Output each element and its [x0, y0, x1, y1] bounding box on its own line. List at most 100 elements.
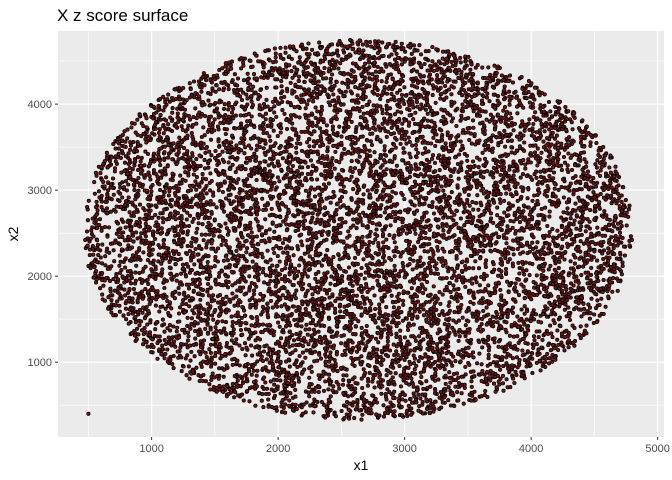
data-point: [163, 351, 168, 356]
data-point: [434, 267, 439, 272]
data-point: [397, 363, 402, 369]
data-point: [384, 134, 389, 139]
data-point: [120, 180, 125, 185]
data-point: [334, 352, 339, 357]
data-point: [447, 280, 452, 286]
data-point: [435, 346, 440, 351]
data-point: [285, 211, 290, 216]
data-point: [100, 261, 105, 266]
data-point: [608, 241, 613, 247]
data-point: [361, 257, 366, 262]
data-point: [220, 149, 225, 154]
data-point: [462, 232, 467, 237]
data-point: [332, 357, 337, 363]
data-point: [417, 277, 422, 282]
data-point: [502, 87, 507, 93]
data-point: [371, 103, 376, 108]
data-point: [232, 147, 237, 152]
data-point: [223, 61, 228, 66]
data-point: [268, 354, 274, 359]
data-point: [361, 192, 366, 197]
data-point: [319, 399, 324, 405]
data-point: [141, 305, 146, 310]
data-point: [128, 143, 133, 148]
data-point: [109, 197, 114, 202]
data-point: [361, 336, 366, 341]
data-point: [279, 84, 284, 89]
data-point: [323, 359, 328, 364]
data-point: [208, 342, 214, 347]
data-point: [347, 319, 353, 324]
data-point: [394, 163, 399, 168]
data-point: [579, 273, 584, 278]
data-point: [553, 243, 558, 248]
data-point: [507, 187, 512, 192]
data-point: [187, 117, 193, 122]
data-point: [437, 406, 442, 412]
data-point: [282, 342, 287, 347]
data-point: [568, 259, 573, 264]
data-point: [594, 271, 599, 276]
data-point: [432, 63, 437, 68]
data-point: [477, 283, 482, 288]
data-point: [290, 246, 295, 251]
data-point: [434, 132, 439, 137]
data-point: [308, 158, 314, 163]
data-point: [532, 150, 538, 155]
data-point: [351, 69, 356, 74]
data-point: [111, 192, 116, 197]
data-point: [601, 145, 606, 150]
data-point: [395, 109, 400, 114]
data-point: [85, 243, 90, 248]
data-point: [458, 55, 463, 60]
data-point: [495, 213, 500, 218]
data-point: [538, 174, 544, 179]
data-point: [192, 354, 197, 359]
data-point: [480, 186, 486, 191]
data-point: [486, 65, 491, 70]
data-point: [415, 69, 420, 74]
data-point: [611, 276, 616, 281]
data-point: [158, 304, 163, 309]
data-point: [316, 159, 321, 164]
data-point: [426, 313, 431, 318]
data-point: [339, 134, 344, 139]
data-point: [607, 165, 612, 170]
data-point: [452, 310, 457, 315]
data-point: [449, 84, 454, 89]
data-point: [296, 137, 301, 142]
data-point: [428, 223, 433, 229]
data-point: [185, 338, 191, 343]
data-point: [280, 293, 285, 298]
data-point: [433, 143, 438, 149]
data-point: [585, 309, 590, 314]
data-point: [371, 345, 376, 351]
data-point: [275, 254, 280, 259]
data-point: [474, 185, 479, 190]
data-point: [138, 159, 143, 164]
data-point: [300, 165, 305, 170]
data-point: [219, 242, 224, 247]
data-point: [232, 179, 237, 184]
data-point: [310, 211, 315, 216]
data-point: [154, 320, 159, 325]
data-point: [295, 104, 300, 109]
data-point: [338, 309, 343, 314]
data-point: [425, 346, 430, 351]
data-point: [307, 231, 312, 236]
data-point: [372, 385, 377, 390]
data-point: [136, 332, 141, 337]
data-point: [353, 246, 358, 251]
data-point: [333, 149, 338, 154]
data-point: [395, 90, 400, 95]
data-point: [414, 100, 420, 105]
data-point: [463, 91, 468, 96]
data-point: [192, 95, 197, 100]
data-point: [375, 278, 380, 283]
data-point: [343, 89, 348, 94]
data-point: [246, 233, 251, 238]
data-point: [436, 188, 441, 193]
data-point: [418, 396, 423, 401]
data-point: [467, 362, 472, 367]
data-point: [527, 249, 532, 254]
